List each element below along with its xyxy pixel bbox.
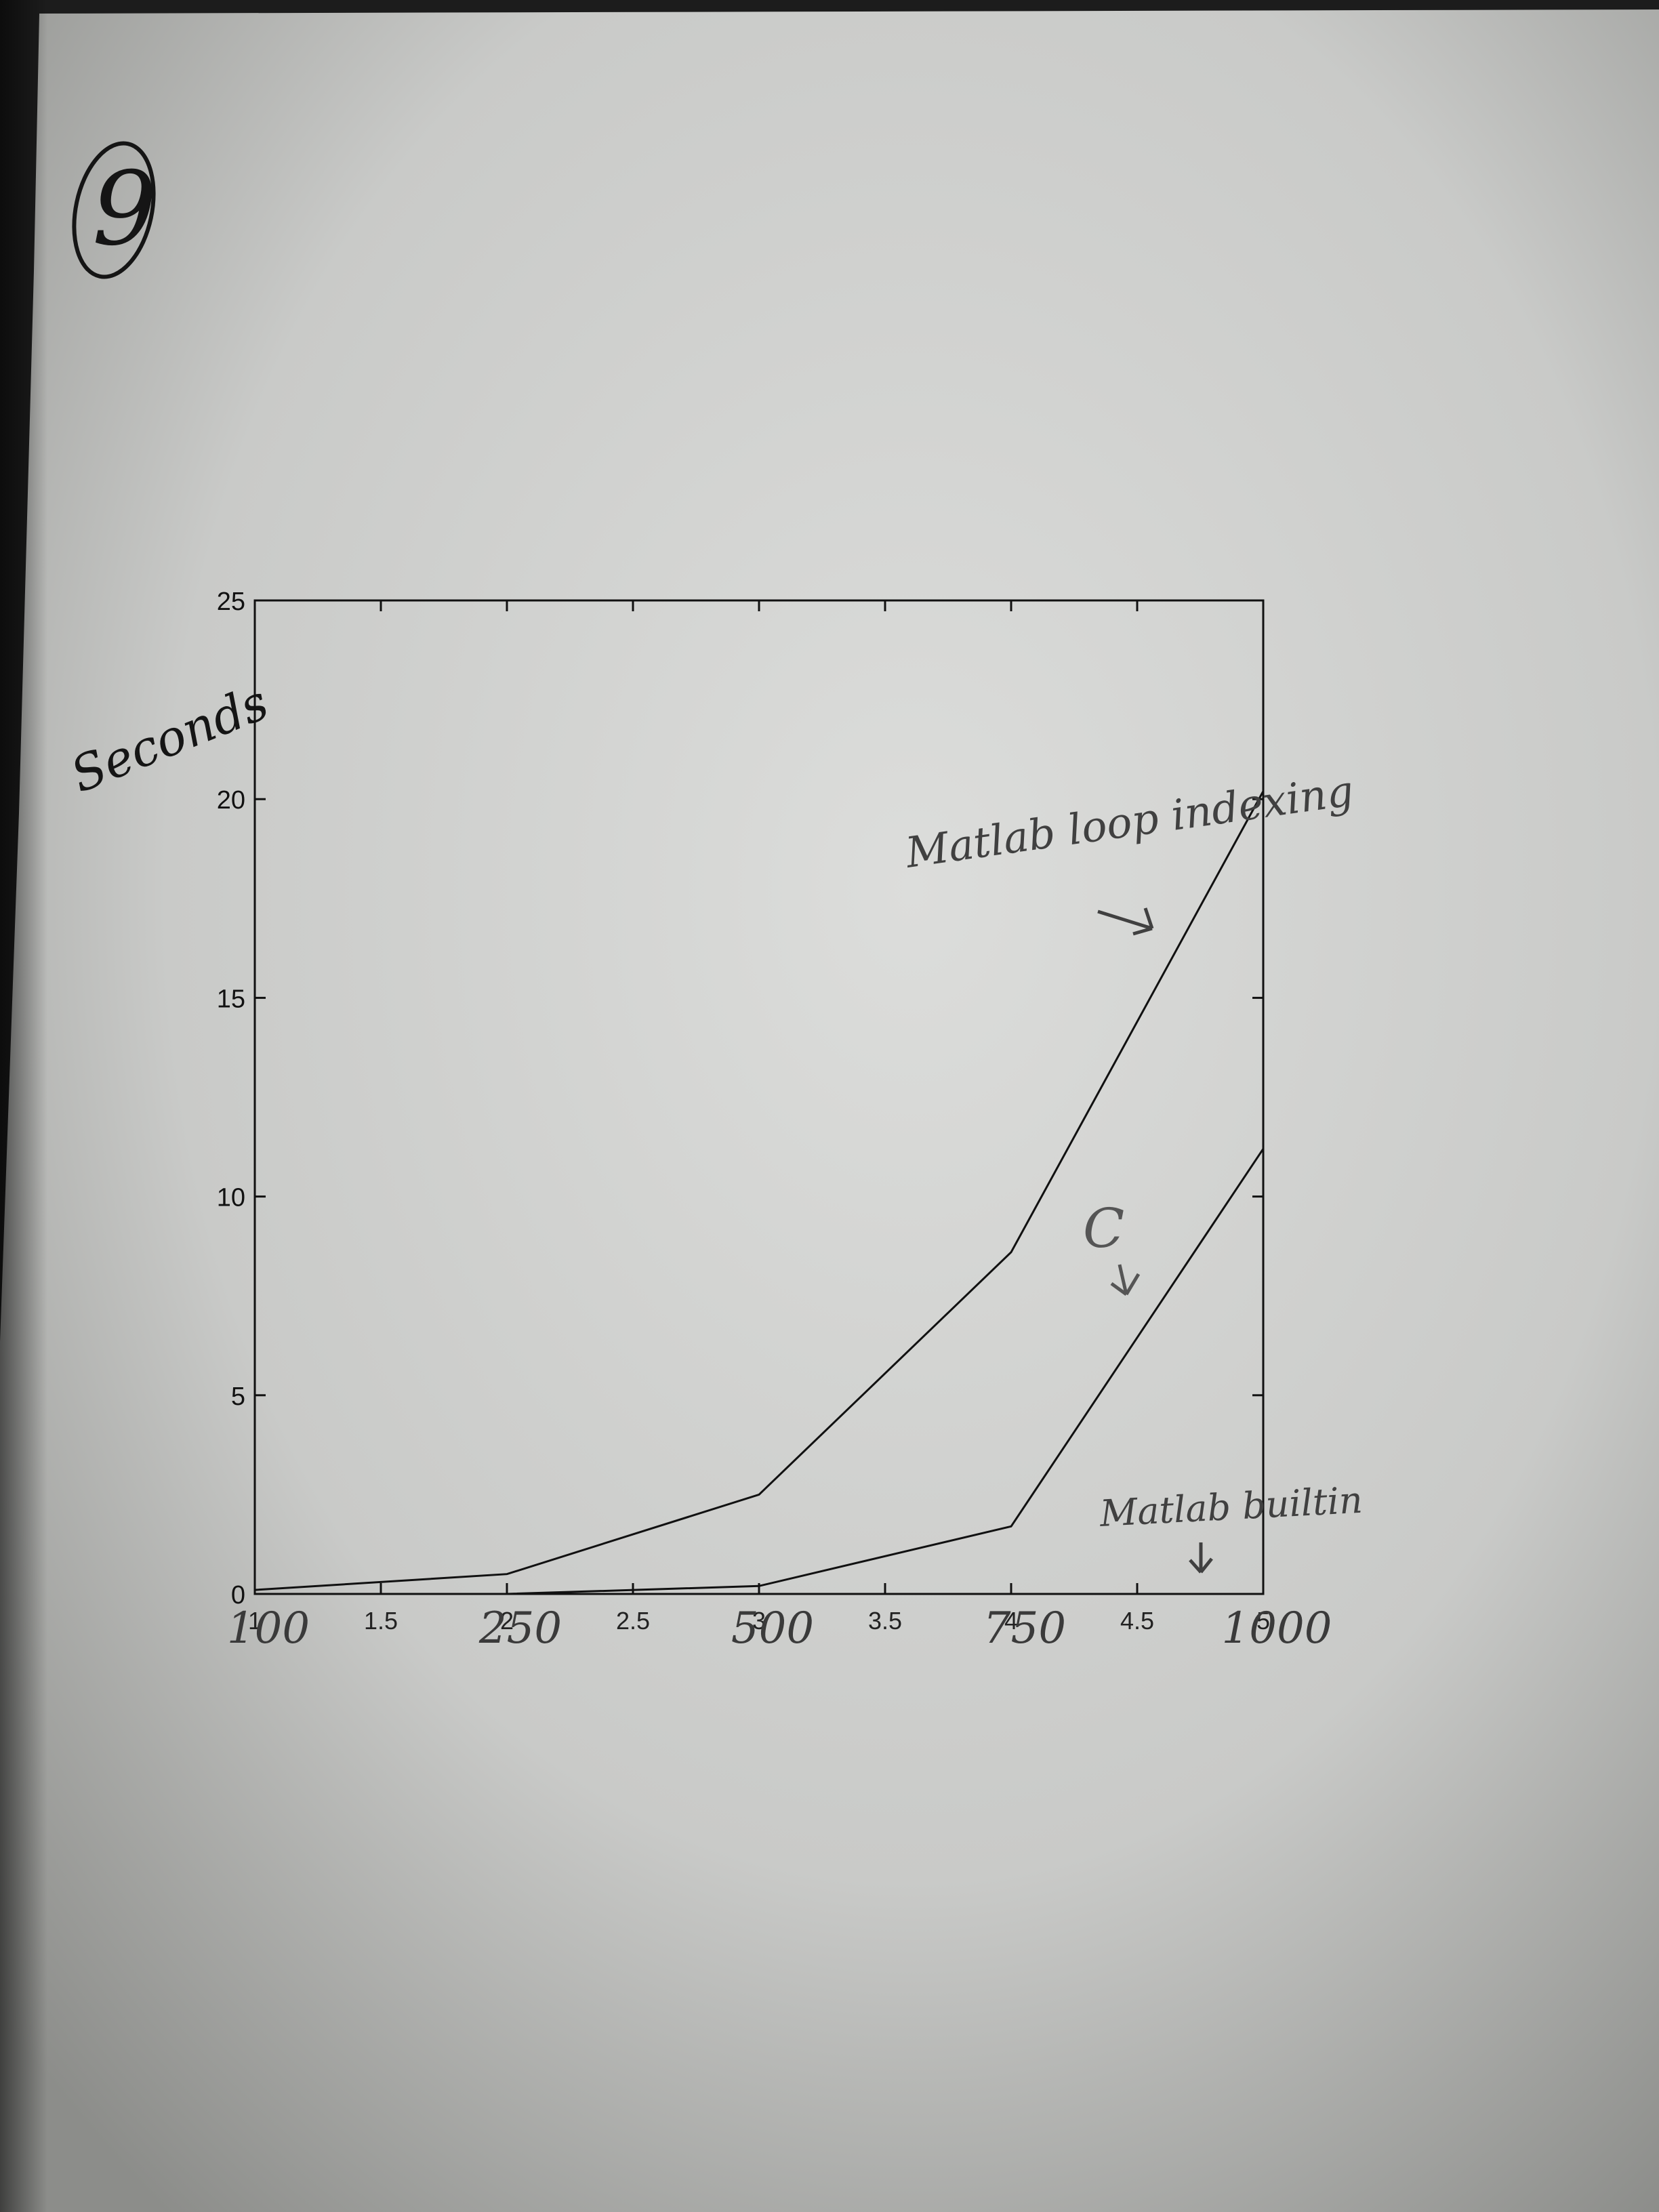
annotation-c-label: C — [1083, 1197, 1124, 1260]
y-tick-label: 25 — [217, 588, 245, 616]
page-number-annotation: 9 — [72, 141, 157, 279]
arrow-icon — [1189, 1542, 1213, 1574]
handwritten-x-labels: 100 250 500 750 1000 — [227, 1603, 1332, 1654]
x-tick-label-printed: 4.5 — [1120, 1607, 1154, 1635]
arrow-icon — [1110, 1264, 1141, 1296]
x-tick-label-printed: 2 — [500, 1607, 514, 1635]
x-tick-label-handwritten: 250 — [478, 1603, 562, 1654]
arrow-icon — [1097, 907, 1154, 936]
annotation-c: C — [1083, 1197, 1141, 1296]
x-tick-label-handwritten: 750 — [983, 1603, 1066, 1654]
page-number-circle — [72, 141, 156, 279]
paper-sheet — [0, 9, 1659, 2212]
y-tick-label: 0 — [231, 1581, 245, 1610]
y-tick-label: 15 — [217, 985, 245, 1013]
series-lines — [254, 790, 1265, 1595]
page-number: 9 — [92, 150, 157, 268]
y-tick-label: 5 — [231, 1382, 245, 1411]
x-tick-label-handwritten: 1000 — [1222, 1603, 1332, 1654]
x-tick-label-printed: 3 — [752, 1607, 766, 1635]
x-tick-label-printed: 1 — [248, 1607, 262, 1635]
series-line-0 — [254, 790, 1265, 1591]
x-axis-ticks: 1 1.5 2 2.5 3 3.5 4 4.5 5 — [248, 600, 1270, 1635]
x-tick-label-printed: 1.5 — [364, 1607, 398, 1635]
x-tick-label-handwritten: 500 — [731, 1603, 814, 1654]
y-tick-label: 10 — [217, 1184, 245, 1212]
x-tick-label-printed: 5 — [1256, 1607, 1270, 1635]
y-tick-label: 20 — [217, 786, 245, 815]
x-tick-label-handwritten: 100 — [227, 1603, 310, 1654]
x-tick-label-printed: 2.5 — [616, 1607, 650, 1635]
x-tick-label-printed: 4 — [1004, 1607, 1018, 1635]
x-tick-label-printed: 3.5 — [868, 1607, 902, 1635]
